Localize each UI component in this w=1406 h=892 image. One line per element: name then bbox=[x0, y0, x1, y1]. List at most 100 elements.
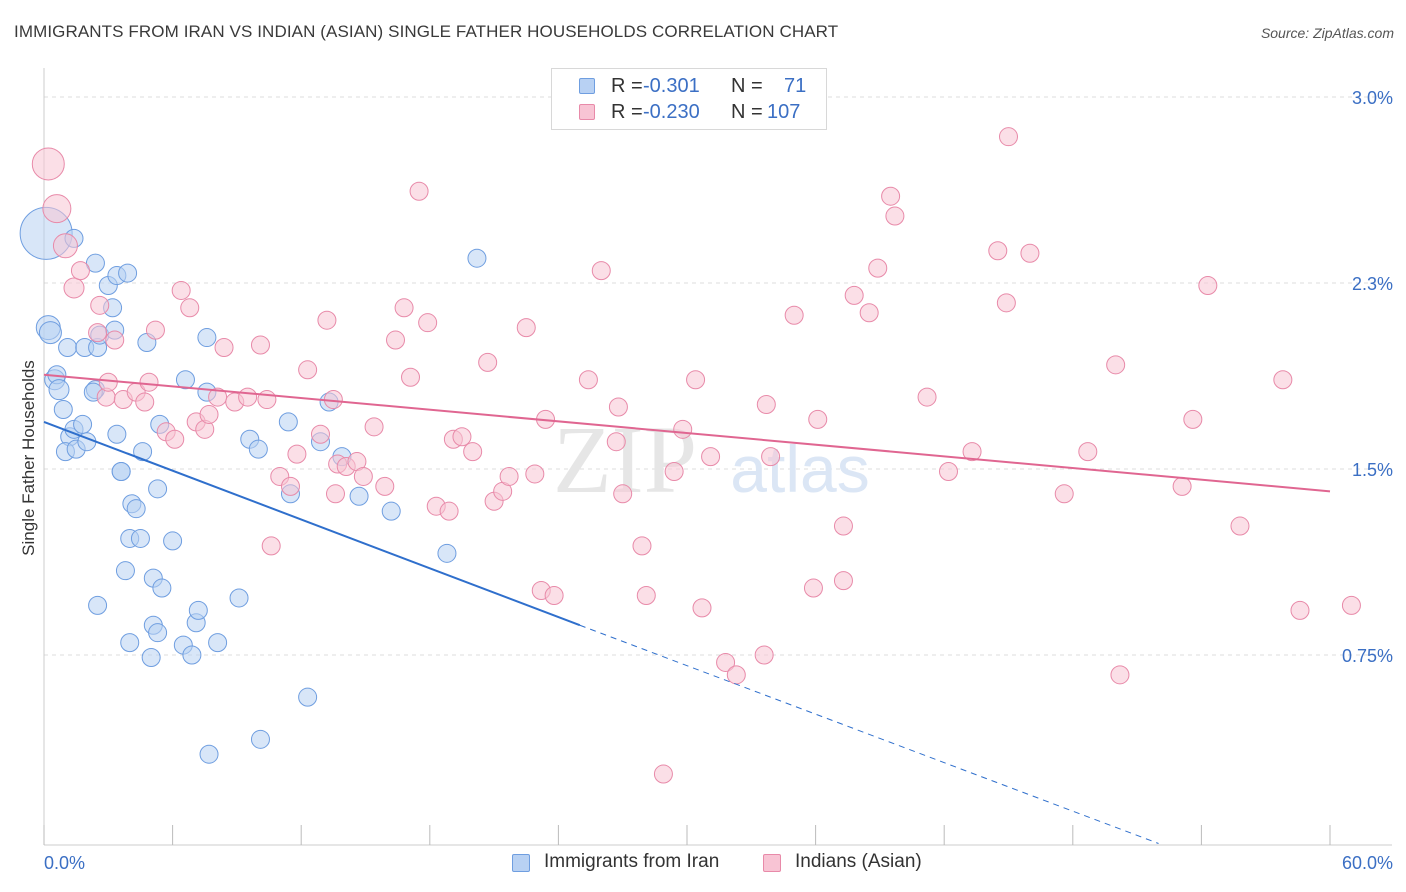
watermark-atlas: atlas bbox=[730, 432, 869, 506]
series-indians-asian bbox=[31, 104, 1361, 784]
indian-point bbox=[716, 652, 736, 672]
iran-point bbox=[48, 379, 70, 401]
indian-point bbox=[135, 392, 155, 412]
indian-point bbox=[310, 424, 330, 444]
indian-point bbox=[885, 206, 905, 226]
indian-point bbox=[1054, 484, 1074, 504]
source-label: Source: ZipAtlas.com bbox=[1260, 25, 1394, 41]
indian-point bbox=[881, 186, 901, 206]
indian-point bbox=[516, 318, 536, 338]
indian-point bbox=[214, 337, 234, 357]
trend-lines bbox=[43, 373, 1331, 844]
indian-point bbox=[833, 571, 853, 591]
iran-point bbox=[229, 588, 249, 608]
indian-point bbox=[145, 320, 165, 340]
iran-point bbox=[141, 647, 161, 667]
legend-n-value-iran: 71 bbox=[784, 75, 807, 97]
iran-point bbox=[126, 499, 146, 519]
legend-n-label: N = bbox=[731, 75, 763, 97]
iran-point bbox=[148, 479, 168, 499]
trend-line-iran bbox=[43, 420, 581, 627]
indian-point bbox=[499, 466, 519, 486]
series-immigrants-from-iran bbox=[19, 206, 487, 764]
indian-point bbox=[996, 293, 1016, 313]
indian-point bbox=[606, 432, 626, 452]
indian-point bbox=[613, 484, 633, 504]
y-tick-label: 3.0% bbox=[1352, 88, 1393, 108]
legend-label-iran: Immigrants from Iran bbox=[544, 851, 720, 872]
indian-point bbox=[859, 303, 879, 323]
indian-point bbox=[1020, 243, 1040, 263]
indian-point bbox=[591, 261, 611, 281]
indian-point bbox=[409, 181, 429, 201]
indian-point bbox=[63, 277, 85, 299]
indian-point bbox=[317, 310, 337, 330]
y-axis-label: Single Father Households bbox=[19, 360, 38, 556]
iran-point bbox=[175, 370, 195, 390]
indian-point bbox=[98, 372, 118, 392]
indian-point bbox=[139, 372, 159, 392]
iran-point bbox=[88, 595, 108, 615]
iran-point bbox=[278, 412, 298, 432]
legend-swatch-iran bbox=[579, 78, 595, 94]
iran-point bbox=[53, 399, 73, 419]
iran-point bbox=[381, 501, 401, 521]
indian-point bbox=[701, 447, 721, 467]
indian-point bbox=[238, 387, 258, 407]
indian-point bbox=[653, 764, 673, 784]
indian-point bbox=[578, 370, 598, 390]
indian-point bbox=[1230, 516, 1250, 536]
indian-point bbox=[375, 476, 395, 496]
iran-point bbox=[437, 543, 457, 563]
indian-point bbox=[784, 305, 804, 325]
indian-point bbox=[180, 298, 200, 318]
x-tick-label: 60.0% bbox=[1342, 853, 1393, 873]
indian-point bbox=[833, 516, 853, 536]
iran-point bbox=[199, 744, 219, 764]
indian-point bbox=[868, 258, 888, 278]
iran-point bbox=[73, 414, 93, 434]
iran-point bbox=[133, 442, 153, 462]
indian-point bbox=[808, 409, 828, 429]
indian-point bbox=[261, 536, 281, 556]
iran-point bbox=[148, 623, 168, 643]
watermark: ZIP atlas bbox=[553, 406, 870, 513]
iran-point bbox=[248, 439, 268, 459]
iran-point bbox=[130, 528, 150, 548]
correlation-legend: R = -0.301 N = 71 R = -0.230 N = 107 bbox=[551, 68, 827, 130]
indian-point bbox=[325, 484, 345, 504]
indian-point bbox=[90, 295, 110, 315]
indian-point bbox=[1078, 442, 1098, 462]
legend-r-value-indian: -0.230 bbox=[643, 101, 700, 123]
indian-point bbox=[171, 280, 191, 300]
indian-point bbox=[52, 233, 78, 259]
indian-point bbox=[692, 598, 712, 618]
indian-point bbox=[544, 585, 564, 605]
axes bbox=[43, 68, 1392, 846]
iran-point bbox=[250, 729, 270, 749]
trend-line-iran-extension bbox=[579, 624, 1159, 844]
indian-point bbox=[608, 397, 628, 417]
indian-point bbox=[1106, 355, 1126, 375]
indian-point bbox=[803, 578, 823, 598]
legend-label-indian: Indians (Asian) bbox=[795, 851, 922, 872]
indian-point bbox=[88, 323, 108, 343]
indian-point bbox=[298, 360, 318, 380]
legend-n-label: N = bbox=[731, 101, 763, 123]
legend-n-value-indian: 107 bbox=[767, 101, 801, 123]
indian-point bbox=[917, 387, 937, 407]
indian-point bbox=[478, 352, 498, 372]
indian-point bbox=[199, 404, 219, 424]
iran-point bbox=[467, 248, 487, 268]
indian-point bbox=[686, 370, 706, 390]
legend-r-label: R = bbox=[611, 101, 643, 123]
indian-point bbox=[386, 330, 406, 350]
indian-point bbox=[1110, 665, 1130, 685]
x-tick-label: 0.0% bbox=[44, 853, 85, 873]
indian-point bbox=[280, 476, 300, 496]
grid-lines bbox=[44, 96, 1392, 656]
iran-point bbox=[349, 486, 369, 506]
indian-point bbox=[754, 645, 774, 665]
indian-point bbox=[673, 419, 693, 439]
